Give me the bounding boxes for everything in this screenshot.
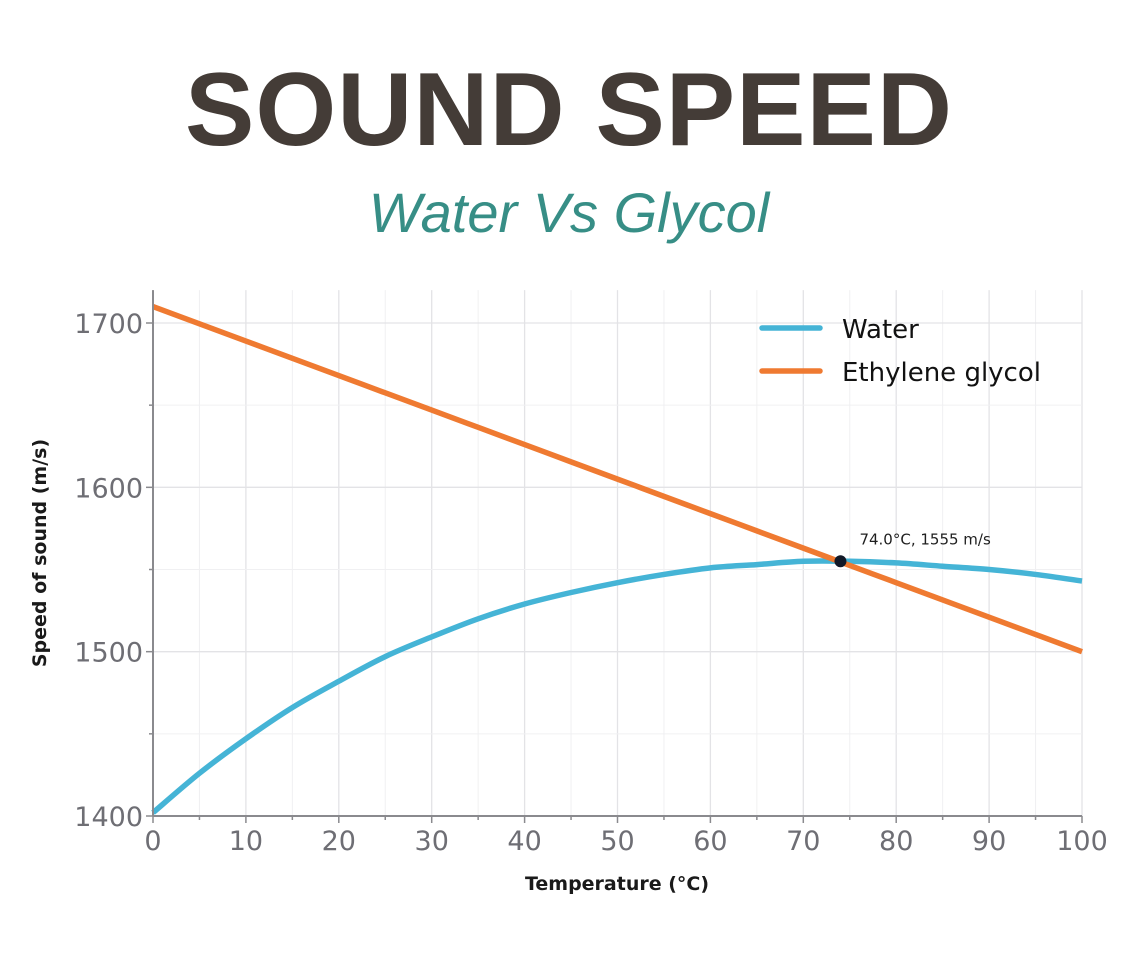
y-tick-label: 1500	[74, 638, 143, 669]
page-subtitle: Water Vs Glycol	[368, 181, 770, 244]
x-tick-label: 10	[229, 826, 263, 857]
x-tick-label: 80	[879, 826, 913, 857]
x-tick-label: 50	[600, 826, 634, 857]
x-tick-label: 30	[415, 826, 449, 857]
x-tick-label: 0	[144, 826, 161, 857]
x-tick-label: 60	[693, 826, 727, 857]
intersection-point	[834, 555, 847, 568]
series-line-water	[151, 558, 1083, 815]
x-axis-label: Temperature (°C)	[525, 873, 709, 895]
x-tick-label: 100	[1056, 826, 1108, 857]
y-tick-label: 1600	[74, 473, 143, 504]
legend-label: Water	[842, 315, 919, 345]
x-tick-label: 70	[786, 826, 820, 857]
x-tick-label: 40	[507, 826, 541, 857]
x-tick-label: 20	[322, 826, 356, 857]
x-tick-label: 90	[972, 826, 1006, 857]
y-tick-label: 1700	[74, 309, 143, 340]
y-axis-label: Speed of sound (m/s)	[29, 439, 51, 667]
legend-label: Ethylene glycol	[842, 358, 1041, 388]
page-title: SOUND SPEED	[184, 52, 954, 168]
intersection-label: 74.0°C, 1555 m/s	[859, 530, 991, 548]
series-line-ethylene-glycol	[152, 303, 1083, 655]
y-tick-label: 1400	[74, 802, 143, 833]
